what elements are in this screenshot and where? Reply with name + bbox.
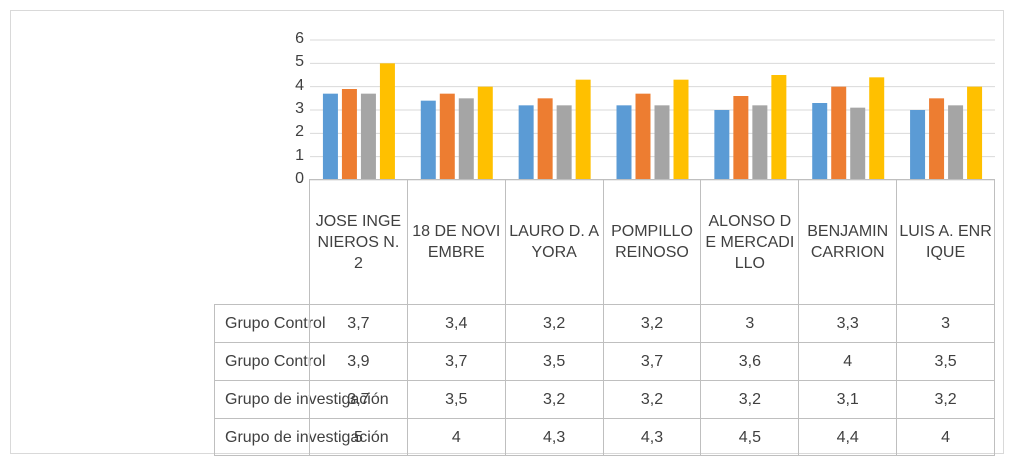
bar	[379, 63, 395, 181]
bar	[537, 98, 553, 180]
table-value: 3,6	[700, 342, 800, 381]
table-value: 3	[700, 304, 800, 343]
table-value: 3,5	[504, 342, 604, 381]
bar	[322, 93, 338, 180]
bar	[967, 86, 983, 180]
table-value: 4	[798, 342, 898, 381]
y-tick-label: 1	[295, 146, 304, 164]
bar	[360, 93, 376, 180]
bar	[850, 107, 866, 180]
bar	[831, 86, 847, 180]
bar	[420, 100, 436, 180]
y-tick-label: 4	[295, 76, 304, 94]
bar	[948, 105, 964, 180]
x-tick-label: POMPILLO REINOSO	[602, 179, 702, 305]
table-value: 3,7	[406, 342, 506, 381]
bar	[714, 110, 730, 180]
table-value: 4,3	[602, 418, 702, 456]
table-value: 3,7	[602, 342, 702, 381]
bar	[673, 79, 689, 180]
bar	[869, 77, 885, 180]
bar	[771, 75, 787, 180]
legend-entry: Grupo de investigación	[214, 418, 389, 456]
bar	[910, 110, 926, 180]
bar	[458, 98, 474, 180]
bar	[929, 98, 945, 180]
bar	[654, 105, 670, 180]
y-tick-label: 5	[295, 53, 304, 71]
table-value: 3,2	[700, 380, 800, 419]
table-value: 3	[896, 304, 995, 343]
table-value: 3,7	[309, 380, 408, 419]
y-tick-label: 6	[295, 30, 304, 47]
table-value: 3,3	[798, 304, 898, 343]
bar	[752, 105, 768, 180]
table-value: 4	[896, 418, 995, 456]
x-tick-label: BENJAMIN CARRION	[798, 179, 898, 305]
x-tick-label: 18 DE NOVIEMBRE	[406, 179, 506, 305]
legend-label: Grupo Control	[225, 315, 326, 332]
table-value: 5	[309, 418, 408, 456]
x-tick-label: LUIS A. ENRIQUE	[896, 179, 995, 305]
x-tick-label: ALONSO DE MERCADILLO	[700, 179, 800, 305]
bar	[556, 105, 572, 180]
legend-label: Grupo Control	[225, 353, 326, 370]
table-value: 3,2	[504, 304, 604, 343]
legend-label: Grupo de investigación	[225, 428, 389, 446]
table-value: 4,5	[700, 418, 800, 456]
bar	[575, 79, 591, 180]
table-value: 3,7	[309, 304, 408, 343]
table-value: 3,2	[602, 304, 702, 343]
table-value: 4	[406, 418, 506, 456]
chart-frame	[10, 10, 1004, 454]
table-value: 3,5	[896, 342, 995, 381]
table-value: 3,2	[896, 380, 995, 419]
y-tick-label: 0	[295, 170, 304, 187]
table-value: 4,3	[504, 418, 604, 456]
x-tick-label: JOSE INGENIEROS N. 2	[309, 179, 408, 305]
x-tick-label: LAURO D. AYORA	[504, 179, 604, 305]
legend-label: Grupo de investigación	[225, 391, 389, 408]
bar	[733, 96, 749, 180]
bar	[812, 103, 828, 180]
y-tick-label: 3	[295, 100, 304, 117]
bar	[616, 105, 632, 180]
table-value: 3,9	[309, 342, 408, 381]
legend-entry: Grupo Control	[214, 304, 326, 343]
bar	[518, 105, 534, 180]
table-value: 3,2	[504, 380, 604, 419]
table-value: 3,4	[406, 304, 506, 343]
table-value: 3,2	[602, 380, 702, 419]
legend-entry: Grupo de investigación	[214, 380, 389, 419]
bar	[477, 86, 493, 180]
bar	[341, 89, 357, 180]
bar	[635, 93, 651, 180]
table-value: 3,1	[798, 380, 898, 419]
table-value: 4,4	[798, 418, 898, 456]
legend-entry: Grupo Control	[214, 342, 326, 381]
bar	[439, 93, 455, 180]
table-value: 3,5	[406, 380, 506, 419]
y-tick-label: 2	[295, 123, 304, 141]
